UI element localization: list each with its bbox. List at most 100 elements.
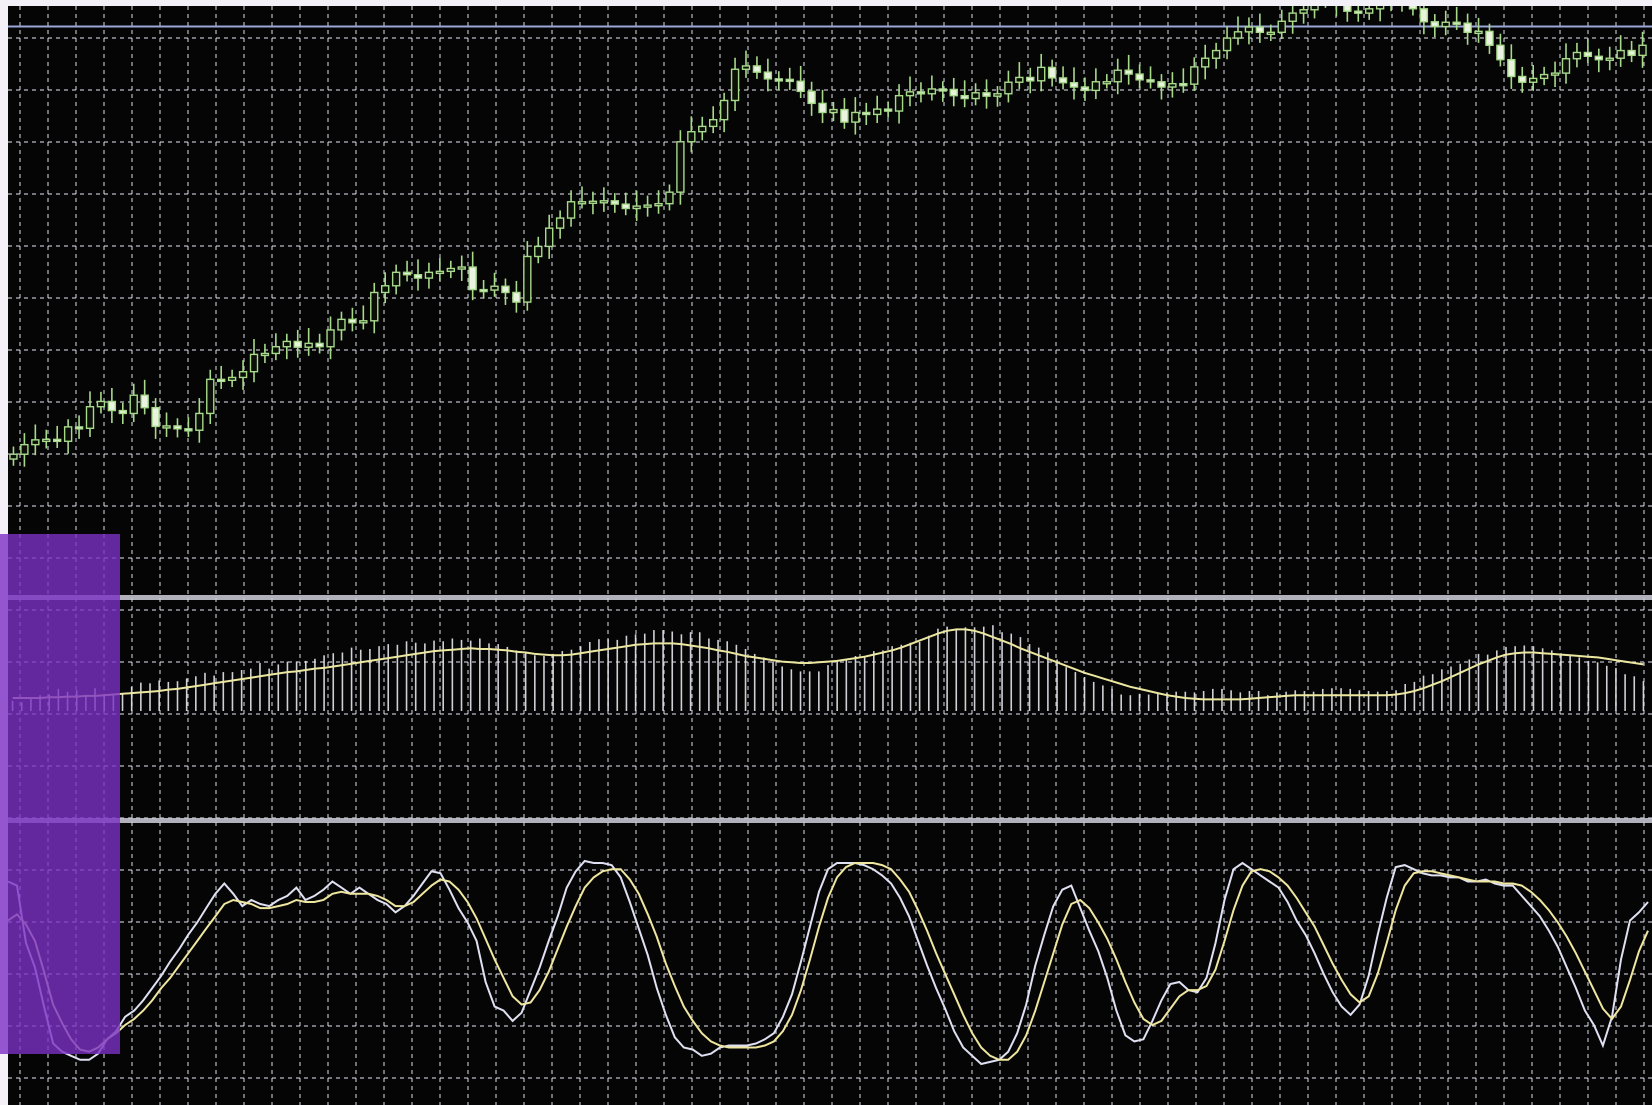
price-panel xyxy=(8,6,1652,467)
candle-body-up xyxy=(1561,58,1571,74)
candle-body-down xyxy=(1157,81,1166,88)
candle-body-down xyxy=(1463,22,1472,34)
candle-body-down xyxy=(1026,76,1035,82)
candle-body-up xyxy=(730,68,740,102)
separator-price-oscillator xyxy=(8,595,1652,600)
candle-body-up xyxy=(1168,82,1177,88)
candle-body-up xyxy=(457,266,466,270)
candle-body-up xyxy=(1441,21,1450,28)
candle-body-down xyxy=(807,90,816,105)
candle-body-up xyxy=(599,200,609,204)
candle-body-up xyxy=(829,108,838,114)
candle-body-up xyxy=(1113,69,1122,83)
candle-body-down xyxy=(184,428,193,432)
candle-body-down xyxy=(74,426,84,430)
candle-body-down xyxy=(862,111,871,116)
candle-body-down xyxy=(173,425,182,430)
candle-body-down xyxy=(621,203,630,210)
candle-body-up xyxy=(993,93,1002,97)
candle-body-down xyxy=(1583,51,1593,58)
candle-body-up xyxy=(1201,57,1210,68)
candle-body-down xyxy=(501,285,510,294)
candle-body-up xyxy=(665,191,674,205)
candle-body-down xyxy=(107,400,117,412)
candle-body-down xyxy=(610,200,619,205)
separator-oscillator-stochastic xyxy=(8,818,1652,823)
stochastic-main-line xyxy=(8,859,1649,1066)
chart-grid xyxy=(8,6,1652,1105)
candle-body-down xyxy=(217,378,226,383)
candle-body-up xyxy=(894,94,904,112)
candle-body-up xyxy=(971,92,980,100)
candle-body-down xyxy=(1419,8,1429,23)
candle-body-down xyxy=(468,266,477,291)
candle-body-up xyxy=(359,320,368,324)
candle-body-up xyxy=(9,453,18,460)
candle-body-up xyxy=(1638,44,1647,57)
candle-body-up xyxy=(260,352,270,357)
candle-body-down xyxy=(348,318,357,324)
candle-body-down xyxy=(402,271,412,276)
candle-body-up xyxy=(1299,9,1308,14)
candle-body-up xyxy=(1277,20,1286,34)
candle-body-up xyxy=(588,200,598,204)
candle-body-down xyxy=(774,78,783,82)
candle-body-up xyxy=(1605,57,1614,61)
candle-body-up xyxy=(227,376,237,382)
candle-body-up xyxy=(643,204,652,208)
candle-body-up xyxy=(1190,66,1199,85)
candle-body-up xyxy=(1037,66,1046,82)
candle-body-up xyxy=(435,270,445,275)
candle-body-down xyxy=(413,274,423,279)
candle-body-up xyxy=(391,271,401,287)
candle-body-up xyxy=(1375,6,1385,10)
candle-body-up xyxy=(1233,31,1243,39)
candle-body-up xyxy=(1244,26,1254,33)
candle-body-up xyxy=(370,291,379,322)
candle-body-down xyxy=(1485,30,1494,46)
candle-body-down xyxy=(840,108,849,123)
candle-body-up xyxy=(1004,81,1013,95)
candle-body-up xyxy=(1572,51,1582,60)
candle-body-up xyxy=(1015,76,1024,83)
candle-body-down xyxy=(512,291,521,303)
candle-body-down xyxy=(1069,82,1079,88)
candle-body-up xyxy=(709,118,718,128)
candle-body-up xyxy=(381,285,390,294)
candle-body-up xyxy=(249,353,259,373)
candle-body-up xyxy=(1529,77,1538,83)
candle-body-down xyxy=(960,94,969,100)
candle-body-down xyxy=(315,342,324,348)
candle-body-down xyxy=(1058,77,1068,84)
candle-body-up xyxy=(577,201,587,205)
oscillator-signal-line xyxy=(12,628,1644,701)
candle-body-down xyxy=(916,91,926,95)
candle-body-down xyxy=(1518,75,1527,83)
candle-body-down xyxy=(752,65,762,73)
candle-body-up xyxy=(282,340,291,348)
candle-body-up xyxy=(238,370,248,379)
stochastic-signal-line xyxy=(8,862,1649,1061)
candle-body-down xyxy=(151,406,160,428)
candle-body-down xyxy=(293,340,302,348)
candle-body-down xyxy=(1124,69,1133,75)
candle-body-up xyxy=(42,438,51,443)
candle-body-down xyxy=(118,409,127,415)
candle-body-up xyxy=(1365,8,1374,14)
chart-background xyxy=(8,6,1652,1105)
candle-body-up xyxy=(1474,30,1483,35)
candle-body-up xyxy=(31,439,40,446)
candle-body-up xyxy=(337,318,346,331)
panel-separators xyxy=(8,595,1652,823)
candle-body-down xyxy=(1496,44,1505,61)
candle-body-up xyxy=(523,255,532,303)
candle-body-up xyxy=(129,394,138,415)
candle-body-up xyxy=(654,202,663,207)
chart-canvas xyxy=(8,6,1652,1105)
candle-body-up xyxy=(719,99,729,121)
candle-body-down xyxy=(1354,10,1363,14)
candle-body-up xyxy=(632,205,641,210)
stochastic-panel xyxy=(8,859,1649,1066)
candle-body-down xyxy=(1047,66,1057,79)
